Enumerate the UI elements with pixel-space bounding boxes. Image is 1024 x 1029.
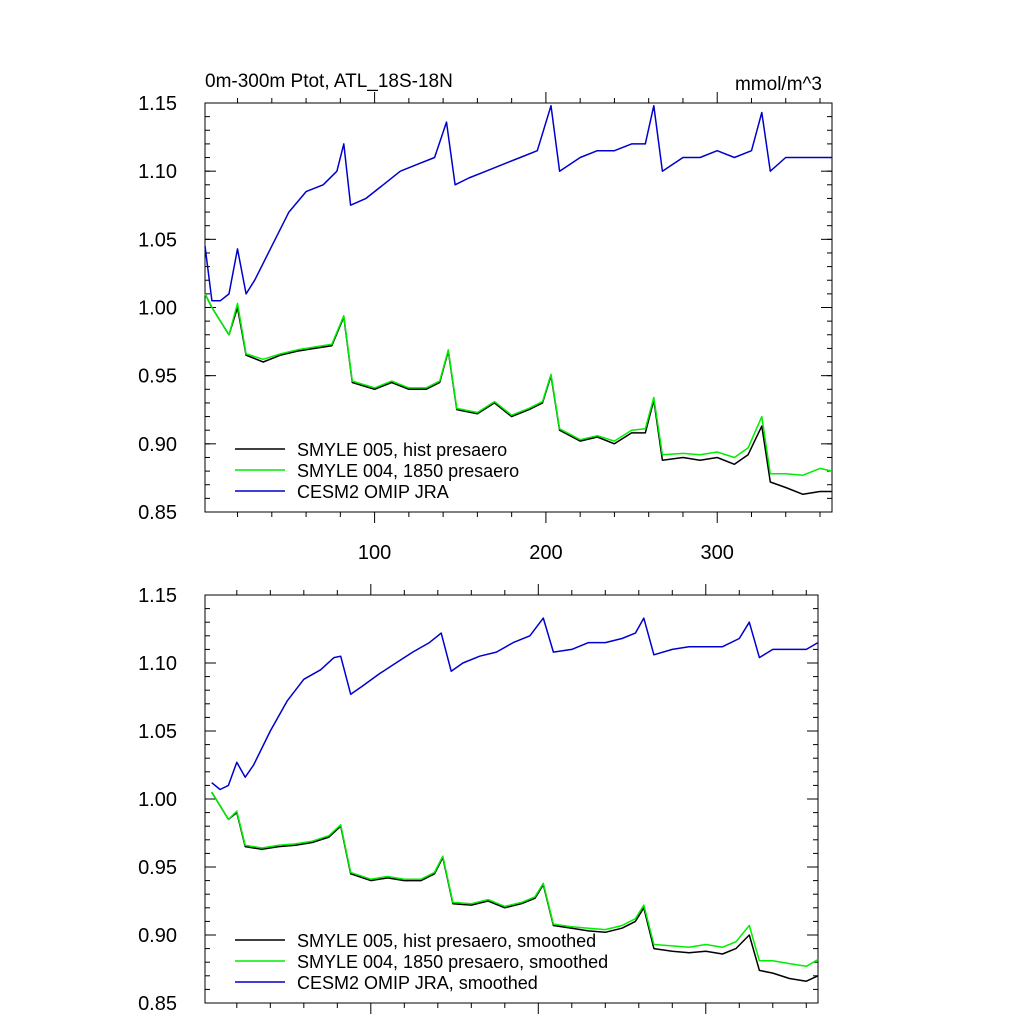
y-tick-label: 0.90 <box>138 925 177 947</box>
y-tick-label: 1.05 <box>138 721 177 743</box>
series-line <box>204 104 832 302</box>
y-tick-label: 1.00 <box>138 789 177 811</box>
legend-label: CESM2 OMIP JRA, smoothed <box>297 973 538 993</box>
y-tick-label: 1.15 <box>138 585 177 607</box>
x-tick-label: 200 <box>529 542 562 564</box>
y-tick-label: 0.85 <box>138 502 177 524</box>
series-line <box>211 791 819 968</box>
y-tick-label: 1.10 <box>138 161 177 183</box>
series-line <box>211 791 819 982</box>
y-tick-label: 1.00 <box>138 298 177 320</box>
chart-title: 0m-300m Ptot, ATL_18S-18N <box>205 71 453 92</box>
y-tick-label: 0.95 <box>138 857 177 879</box>
y-tick-label: 0.90 <box>138 434 177 456</box>
y-tick-label: 0.95 <box>138 366 177 388</box>
y-tick-label: 1.10 <box>138 653 177 675</box>
legend-label: SMYLE 004, 1850 presaero <box>297 461 519 481</box>
x-tick-label: 100 <box>358 542 391 564</box>
y-tick-label: 0.85 <box>138 993 177 1015</box>
y-tick-label: 1.05 <box>138 229 177 251</box>
units-label: mmol/m^3 <box>735 74 822 95</box>
legend-label: SMYLE 005, hist presaero, smoothed <box>297 931 596 951</box>
legend-label: SMYLE 004, 1850 presaero, smoothed <box>297 952 608 972</box>
series-line <box>204 293 833 476</box>
series-line <box>204 293 832 496</box>
x-tick-label: 300 <box>701 542 734 564</box>
series-line <box>211 617 819 791</box>
legend-label: CESM2 OMIP JRA <box>297 482 449 502</box>
legend-label: SMYLE 005, hist presaero <box>297 440 507 460</box>
y-tick-label: 1.15 <box>138 93 177 115</box>
